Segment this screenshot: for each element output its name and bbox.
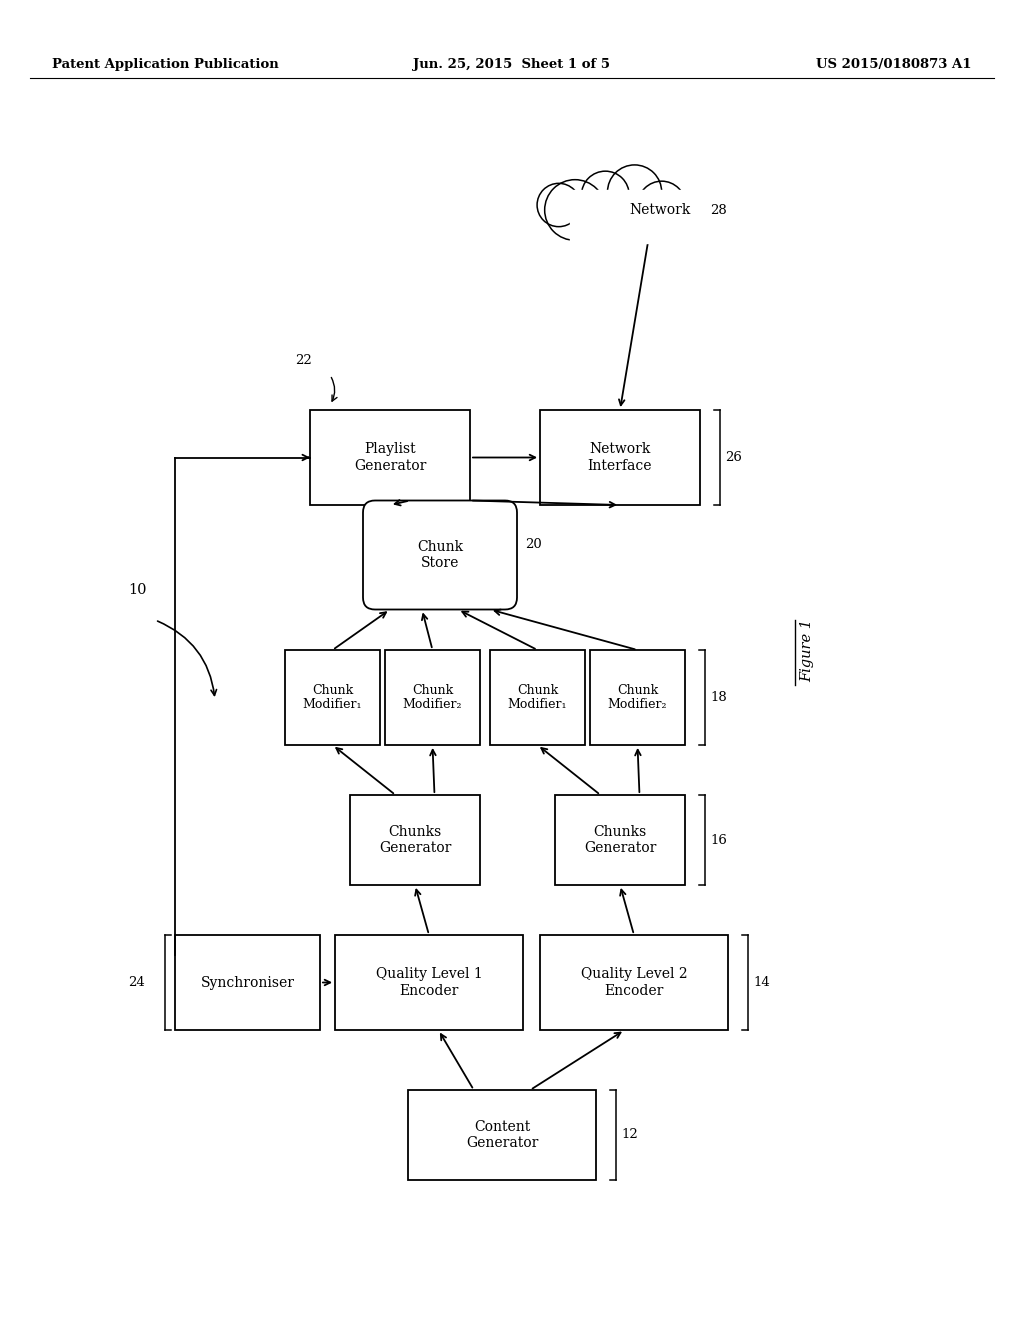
Bar xyxy=(570,190,710,243)
Text: Playlist
Generator: Playlist Generator xyxy=(354,442,426,473)
Text: 26: 26 xyxy=(725,451,741,465)
Circle shape xyxy=(618,197,662,240)
Text: Content
Generator: Content Generator xyxy=(466,1119,539,1150)
Circle shape xyxy=(638,181,685,228)
Text: 22: 22 xyxy=(295,354,311,367)
Text: US 2015/0180873 A1: US 2015/0180873 A1 xyxy=(816,58,972,71)
Bar xyxy=(408,1090,596,1180)
Text: Chunk
Store: Chunk Store xyxy=(417,540,463,570)
Text: Jun. 25, 2015  Sheet 1 of 5: Jun. 25, 2015 Sheet 1 of 5 xyxy=(414,58,610,71)
Bar xyxy=(540,935,728,1030)
Text: Chunks
Generator: Chunks Generator xyxy=(379,825,452,855)
Circle shape xyxy=(588,202,627,242)
Text: Quality Level 2
Encoder: Quality Level 2 Encoder xyxy=(581,968,687,998)
Text: 28: 28 xyxy=(710,203,727,216)
Text: Network: Network xyxy=(630,203,690,216)
Text: 20: 20 xyxy=(525,539,542,552)
Text: 24: 24 xyxy=(128,975,145,989)
Circle shape xyxy=(582,172,629,219)
FancyBboxPatch shape xyxy=(362,500,517,610)
Text: 14: 14 xyxy=(753,975,770,989)
Bar xyxy=(490,649,585,744)
Text: Figure 1: Figure 1 xyxy=(800,619,814,681)
Text: 12: 12 xyxy=(621,1129,638,1142)
Bar xyxy=(175,935,319,1030)
Bar xyxy=(310,411,470,506)
Bar xyxy=(540,411,700,506)
Text: Chunk
Modifier₁: Chunk Modifier₁ xyxy=(508,684,567,711)
Circle shape xyxy=(607,165,662,219)
Text: 16: 16 xyxy=(710,833,727,846)
Bar xyxy=(555,795,685,884)
Text: Synchroniser: Synchroniser xyxy=(201,975,295,990)
Circle shape xyxy=(537,183,581,227)
Text: Patent Application Publication: Patent Application Publication xyxy=(52,58,279,71)
Text: 18: 18 xyxy=(710,690,727,704)
Bar xyxy=(350,795,480,884)
Circle shape xyxy=(545,180,605,240)
Text: Chunk
Modifier₁: Chunk Modifier₁ xyxy=(303,684,362,711)
Bar xyxy=(285,649,380,744)
Bar xyxy=(385,649,480,744)
Bar xyxy=(590,649,685,744)
Text: Network
Interface: Network Interface xyxy=(588,442,652,473)
Bar xyxy=(335,935,523,1030)
Text: Chunk
Modifier₂: Chunk Modifier₂ xyxy=(402,684,462,711)
Text: Chunks
Generator: Chunks Generator xyxy=(584,825,656,855)
Text: 10: 10 xyxy=(128,583,146,597)
Text: Quality Level 1
Encoder: Quality Level 1 Encoder xyxy=(376,968,482,998)
Text: Chunk
Modifier₂: Chunk Modifier₂ xyxy=(608,684,668,711)
